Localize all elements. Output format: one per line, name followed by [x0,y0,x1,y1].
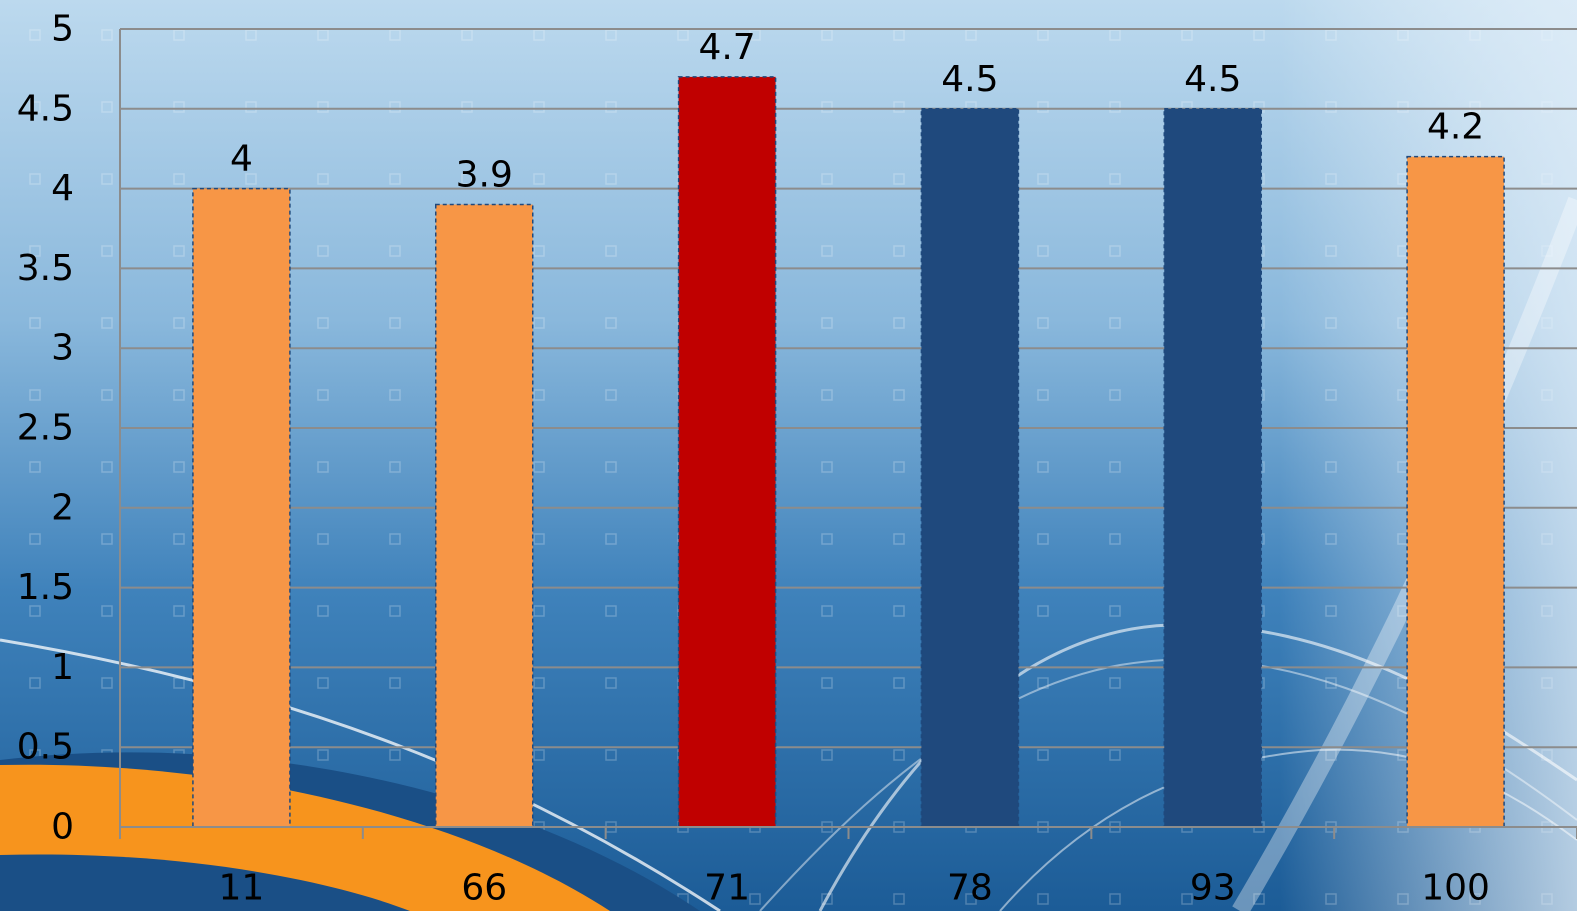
bars [192,76,1505,828]
x-tick-label: 11 [219,868,265,909]
bar [192,187,291,828]
y-tick-label: 5 [51,9,74,50]
y-tick-label: 3 [51,328,74,369]
bar [920,108,1020,828]
x-tick-label: 100 [1421,868,1490,909]
data-label: 3.9 [456,155,513,196]
bar [1406,155,1505,828]
y-tick-label: 1.5 [17,567,74,608]
y-tick-label: 4 [51,168,74,209]
data-label: 4.2 [1427,107,1484,148]
data-label: 4 [230,139,253,180]
bar [1163,108,1262,828]
bar [677,76,777,828]
y-tick-label: 0 [51,807,74,848]
y-tick-label: 2 [51,487,74,528]
gridlines [120,28,1577,749]
y-tick-label: 1 [51,647,74,688]
bar [435,203,534,828]
y-tick-label: 2.5 [17,408,74,449]
data-labels: 4 3.9 4.7 4.5 4.5 4.2 [230,27,1484,196]
x-tick-label: 93 [1190,868,1236,909]
data-label: 4.5 [1184,59,1241,100]
data-label: 4.5 [941,59,998,100]
data-label: 4.7 [698,27,755,68]
x-tick-label: 78 [947,868,993,909]
y-tick-label: 0.5 [17,727,74,768]
x-tick-label: 66 [461,868,507,909]
y-tick-label: 4.5 [17,88,74,129]
y-tick-label: 3.5 [17,248,74,289]
axes: 0 0.5 1 1.5 2 2.5 3 3.5 4 4.5 5 11 66 71 78 93 100 [17,9,1577,909]
x-tick-label: 71 [704,868,750,909]
